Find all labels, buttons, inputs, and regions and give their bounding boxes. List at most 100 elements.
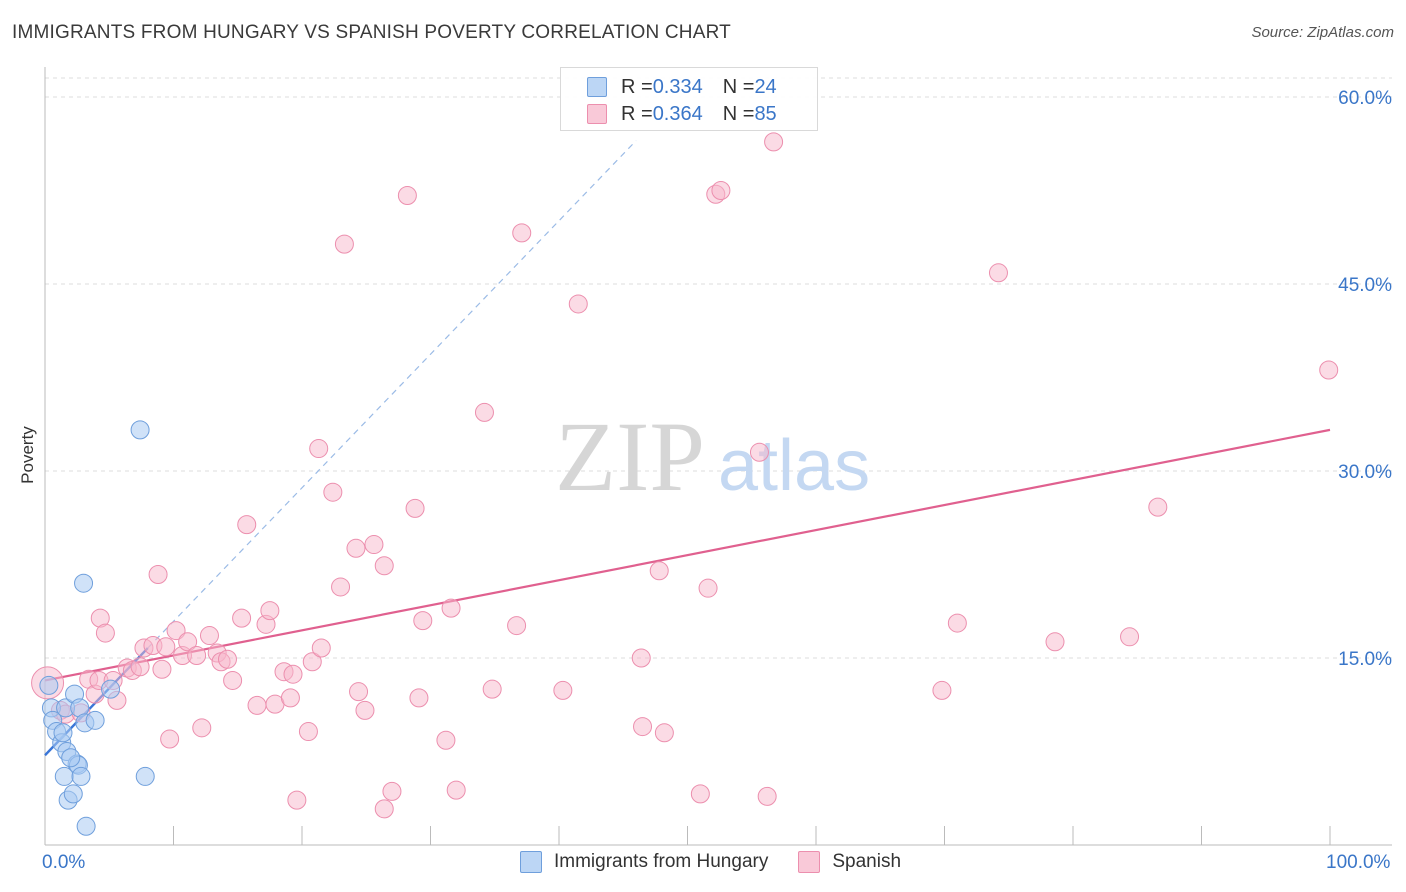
spanish-point [349, 682, 369, 702]
hungary-trend-extension [147, 140, 637, 649]
spanish-point [178, 632, 198, 652]
spanish-point [436, 730, 456, 750]
spanish-point [690, 784, 710, 804]
legend-item-hungary[interactable]: Immigrants from Hungary [520, 851, 768, 873]
spanish-point [364, 535, 384, 555]
spanish-point [309, 439, 329, 459]
spanish-point [698, 578, 718, 598]
spanish-trend-line [44, 428, 1331, 682]
spanish-point [374, 556, 394, 576]
spanish-point [130, 657, 150, 677]
spanish-point [568, 294, 588, 314]
legend-swatch-hungary [587, 77, 607, 97]
legend-r-label: R = [621, 102, 653, 125]
spanish-point [355, 700, 375, 720]
spanish-point [482, 679, 502, 699]
x-tick-label-min: 0.0% [42, 852, 86, 873]
legend-swatch-hungary [520, 851, 542, 873]
spanish-point [346, 538, 366, 558]
y-axis-label: Poverty [18, 426, 37, 484]
spanish-point [160, 729, 180, 749]
spanish-point [932, 680, 952, 700]
legend-label-hungary: Immigrants from Hungary [554, 851, 769, 872]
spanish-point [474, 402, 494, 422]
legend-r-label: R = [621, 75, 653, 98]
spanish-point [649, 561, 669, 581]
spanish-point [397, 185, 417, 205]
spanish-point [280, 688, 300, 708]
spanish-point [764, 132, 784, 152]
spanish-point [217, 649, 237, 669]
spanish-point [553, 680, 573, 700]
spanish-point [631, 648, 651, 668]
legend-label-spanish: Spanish [832, 851, 902, 872]
spanish-point [757, 786, 777, 806]
hungary-point [101, 679, 121, 699]
spanish-point [95, 623, 115, 643]
hungary-point [63, 784, 83, 804]
grid-lines [45, 77, 1392, 659]
hungary-point [74, 573, 94, 593]
y-tick-labels: 15.0% 30.0% 45.0% 60.0% [1338, 88, 1392, 670]
spanish-point [187, 646, 207, 666]
spanish-point [446, 780, 466, 800]
legend-n-value: 24 [754, 75, 777, 98]
spanish-point [199, 626, 219, 646]
spanish-point [1120, 627, 1140, 647]
spanish-point [409, 688, 429, 708]
chart-title: IMMIGRANTS FROM HUNGARY VS SPANISH POVER… [12, 22, 731, 43]
legend-n-label: N = [722, 75, 755, 98]
spanish-point [374, 799, 394, 819]
legend-n-label: N = [722, 102, 755, 125]
y-tick-label: 15.0% [1338, 649, 1392, 670]
spanish-point [413, 611, 433, 631]
x-tick-label-max: 100.0% [1326, 852, 1391, 873]
hungary-point [71, 766, 91, 786]
spanish-point [152, 659, 172, 679]
spanish-point [749, 442, 769, 462]
hungary-point [53, 723, 73, 743]
spanish-point [633, 717, 653, 737]
spanish-points [31, 132, 1339, 819]
spanish-point [148, 564, 168, 584]
spanish-point [283, 664, 303, 684]
spanish-point [507, 616, 527, 636]
spanish-point [1148, 497, 1168, 517]
correlation-legend: R = 0.334 N = 24 R = 0.364 N = 85 [560, 67, 818, 131]
spanish-point [247, 695, 267, 715]
spanish-point [237, 515, 257, 535]
spanish-point [654, 723, 674, 743]
spanish-point [156, 637, 176, 657]
spanish-point [311, 638, 331, 658]
spanish-point [711, 181, 731, 200]
spanish-point [232, 608, 252, 628]
spanish-point [1319, 360, 1339, 380]
y-tick-label: 60.0% [1338, 88, 1392, 109]
spanish-point [323, 482, 343, 502]
spanish-point [947, 613, 967, 633]
spanish-point [441, 598, 461, 618]
legend-row-spanish: R = 0.364 N = 85 [587, 101, 777, 127]
spanish-point [223, 670, 243, 690]
legend-item-spanish[interactable]: Spanish [798, 851, 901, 873]
legend-row-hungary: R = 0.334 N = 24 [587, 74, 777, 100]
legend-swatch-spanish [798, 851, 821, 873]
spanish-point [298, 722, 318, 742]
hungary-point [135, 766, 155, 786]
source-label: Source: ZipAtlas.com [1251, 24, 1394, 41]
legend-r-value: 0.364 [652, 102, 703, 125]
spanish-point [331, 577, 351, 597]
spanish-point [302, 652, 322, 672]
hungary-point [130, 420, 150, 440]
legend-n-value: 85 [754, 102, 777, 125]
hungary-point [61, 748, 81, 768]
spanish-point [334, 234, 354, 254]
spanish-point [382, 781, 402, 801]
legend-r-value: 0.334 [652, 75, 703, 98]
series-legend: Immigrants from Hungary Spanish [520, 851, 931, 873]
hungary-points [39, 420, 155, 836]
watermark-zip: ZIP [555, 401, 705, 512]
hungary-point [39, 675, 59, 695]
spanish-point [1045, 632, 1065, 652]
